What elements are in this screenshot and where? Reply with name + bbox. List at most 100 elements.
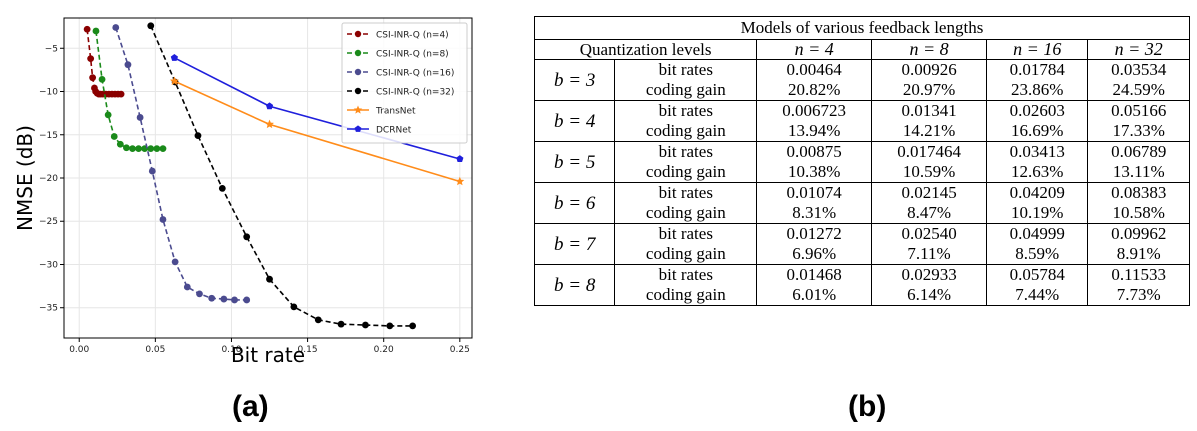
legend-label: CSI-INR-Q (n=32) — [376, 88, 454, 98]
metric-label-cell: bit rates coding gain — [614, 100, 758, 142]
value-cell: 0.01784 23.86% — [986, 59, 1089, 101]
data-point — [83, 25, 91, 33]
y-tick-label: −15 — [39, 131, 58, 141]
x-tick-label: 0.10 — [221, 345, 241, 355]
value-cell: 0.11533 7.73% — [1087, 264, 1190, 306]
table-row: b = 7 bit rates coding gain 0.01272 6.96% 0.0… — [533, 223, 1190, 265]
y-tick-label: −5 — [45, 44, 58, 54]
data-point — [159, 145, 167, 152]
data-point — [196, 290, 203, 298]
coding-gain-value: 23.86% — [1011, 80, 1064, 99]
value-cell: 0.01341 14.21% — [871, 100, 988, 142]
table-row: b = 4 bit rates coding gain 0.006723 13.94% 0… — [533, 100, 1190, 142]
coding-gain-value: 7.73% — [1116, 285, 1161, 304]
bit-rate-value: 0.01074 — [786, 183, 842, 202]
series-1 — [92, 27, 167, 152]
value-cell: 0.02603 16.69% — [986, 100, 1089, 142]
table-row: b = 6 bit rates coding gain 0.01074 8.31% 0.0… — [533, 182, 1190, 224]
data-point — [409, 322, 417, 330]
data-point — [231, 296, 238, 304]
metric-label-cell: bit rates coding gain — [614, 141, 758, 183]
bit-rate-value: 0.01341 — [901, 101, 957, 120]
metric-label: coding gain — [645, 285, 726, 304]
data-point — [169, 76, 179, 85]
bit-rate-value: 0.04209 — [1009, 183, 1065, 202]
data-point — [153, 145, 161, 152]
coding-gain-value: 8.91% — [1116, 244, 1161, 263]
metric-label-cell: bit rates coding gain — [614, 223, 758, 265]
table-row: b = 5 bit rates coding gain 0.00875 10.38% 0.… — [533, 141, 1190, 183]
b-level-cell: b = 6 — [533, 182, 616, 224]
y-tick-label: −20 — [39, 174, 58, 184]
bit-rate-value: 0.06789 — [1111, 142, 1167, 161]
x-tick-label: 0.15 — [298, 345, 318, 355]
bit-rate-value: 0.00926 — [901, 60, 957, 79]
coding-gain-value: 8.59% — [1015, 244, 1060, 263]
metric-label: coding gain — [645, 162, 726, 181]
n-header: n = 8 — [871, 39, 988, 60]
n-header: n = 4 — [756, 39, 873, 60]
data-point — [110, 133, 118, 140]
coding-gain-value: 8.47% — [907, 203, 952, 222]
x-tick-label: 0.20 — [374, 345, 394, 355]
table-header-row: Quantization levels n = 4 n = 8 n = 16 n… — [533, 39, 1190, 60]
data-point — [354, 68, 362, 76]
data-point — [171, 258, 179, 266]
metric-label: coding gain — [645, 244, 726, 263]
data-point — [353, 105, 363, 114]
coding-gain-value: 14.21% — [902, 121, 956, 140]
coding-gain-value: 7.11% — [907, 244, 951, 263]
coding-gain-value: 10.19% — [1011, 203, 1064, 222]
data-point — [314, 316, 322, 324]
data-point — [337, 320, 345, 328]
data-point — [265, 119, 274, 129]
value-cell: 0.01074 8.31% — [756, 182, 873, 224]
data-point — [147, 145, 155, 152]
coding-gain-value: 6.96% — [792, 244, 837, 263]
data-point — [290, 303, 298, 311]
data-point — [124, 61, 132, 69]
data-point — [136, 114, 144, 121]
bit-rate-value: 0.00875 — [786, 142, 842, 161]
coding-gain-value: 6.01% — [792, 285, 837, 304]
value-cell: 0.04999 8.59% — [986, 223, 1089, 265]
metric-label: bit rates — [658, 60, 713, 79]
results-table-container: Models of various feedback lengths Quant… — [533, 16, 1190, 306]
data-point — [87, 55, 95, 63]
b-level-cell: b = 5 — [533, 141, 616, 183]
metric-label-cell: bit rates coding gain — [614, 182, 758, 224]
value-cell: 0.02933 6.14% — [871, 264, 988, 306]
bit-rate-value: 0.01468 — [786, 265, 842, 284]
coding-gain-value: 20.82% — [787, 80, 841, 99]
coding-gain-value: 13.11% — [1112, 162, 1165, 181]
coding-gain-value: 13.94% — [787, 121, 841, 140]
coding-gain-value: 12.63% — [1011, 162, 1064, 181]
series-0 — [83, 25, 125, 98]
y-tick-label: −25 — [39, 217, 58, 227]
series-line — [150, 25, 413, 327]
data-point — [354, 87, 362, 95]
table-caption-row: Models of various feedback lengths — [534, 16, 1190, 40]
value-cell: 0.02145 8.47% — [871, 182, 988, 224]
value-cell: 0.02540 7.11% — [871, 223, 988, 265]
results-table: Models of various feedback lengths Quant… — [533, 16, 1190, 306]
x-tick-label: 0.00 — [69, 345, 89, 355]
coding-gain-value: 16.69% — [1011, 121, 1064, 140]
legend-label: CSI-INR-Q (n=16) — [376, 69, 454, 79]
bit-rate-value: 0.01784 — [1009, 60, 1065, 79]
value-cell: 0.00464 20.82% — [756, 59, 873, 101]
data-point — [354, 30, 362, 38]
data-point — [170, 53, 178, 61]
value-cell: 0.017464 10.59% — [871, 141, 988, 183]
legend-label: CSI-INR-Q (n=4) — [376, 31, 449, 41]
data-point — [266, 275, 273, 283]
metric-label: bit rates — [658, 142, 713, 161]
data-point — [362, 321, 369, 329]
coding-gain-value: 7.44% — [1015, 285, 1060, 304]
metric-label: bit rates — [658, 224, 713, 243]
metric-label: coding gain — [645, 203, 726, 222]
n-header: n = 16 — [986, 39, 1089, 60]
bit-rate-value: 0.05784 — [1009, 265, 1065, 284]
coding-gain-value: 20.97% — [902, 80, 956, 99]
data-point — [116, 140, 124, 148]
